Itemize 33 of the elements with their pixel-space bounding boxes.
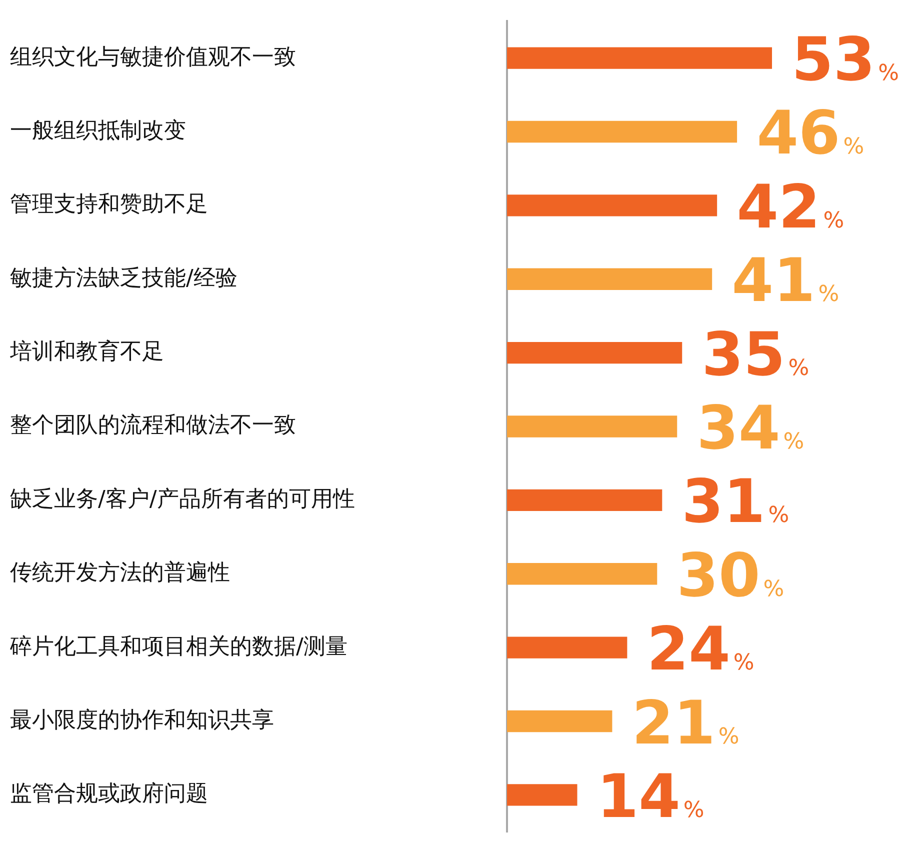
y-tick-label: 传统开发方法的普遍性: [10, 560, 230, 586]
data-label: 42%: [736, 172, 844, 242]
data-label: 34%: [696, 394, 804, 464]
bar: [507, 47, 772, 69]
data-label: 24%: [646, 614, 754, 685]
y-tick-label: 整个团队的流程和做法不一致: [10, 413, 296, 438]
y-tick-label: 管理支持和赞助不足: [10, 192, 208, 218]
y-tick-label: 一般组织抵制改变: [10, 118, 186, 144]
y-tick-label: 组织文化与敏捷价值观不一致: [10, 44, 296, 70]
bar: [507, 194, 718, 216]
data-label: 41%: [732, 246, 840, 316]
y-tick-label: 最小限度的协作和知识共享: [10, 708, 274, 733]
data-label: 53%: [792, 25, 900, 96]
y-tick-label: 碎片化工具和项目相关的数据/测量: [9, 634, 348, 660]
bar: [507, 416, 678, 438]
bar: [507, 636, 628, 658]
y-tick-label: 缺乏业务/客户/产品所有者的可用性: [10, 486, 355, 512]
data-label: 46%: [756, 98, 864, 169]
bar: [507, 710, 612, 732]
bar: [507, 342, 682, 364]
y-tick-label: 监管合规或政府问题: [10, 782, 208, 807]
data-label: 30%: [676, 540, 784, 611]
y-tick-label: 敏捷方法缺乏技能/经验: [10, 266, 238, 291]
data-label: 14%: [596, 762, 704, 832]
bar: [507, 563, 658, 585]
data-label: 31%: [682, 467, 790, 538]
bar: [507, 120, 738, 143]
bar: [507, 268, 712, 290]
bar: [507, 489, 662, 512]
bar: [507, 784, 578, 806]
y-tick-label: 培训和教育不足: [9, 338, 164, 365]
data-label: 21%: [632, 688, 740, 758]
data-label: 35%: [702, 320, 810, 390]
